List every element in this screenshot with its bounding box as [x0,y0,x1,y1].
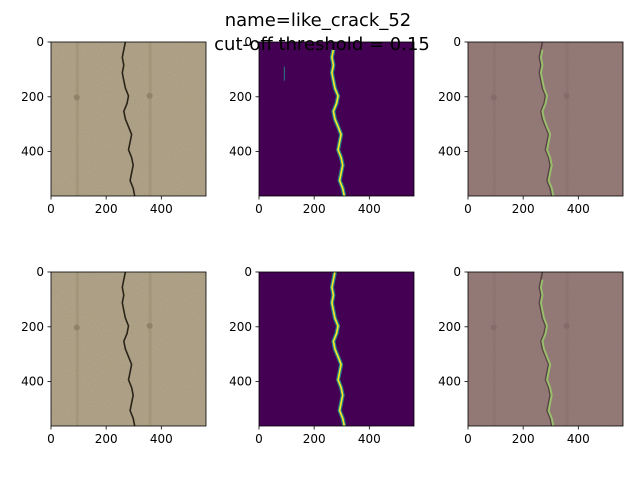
overlay-tint [468,272,623,426]
x-tick-label: 0 [255,202,263,216]
overlay-crack [539,279,555,427]
x-tick-label: 200 [512,432,535,446]
y-tick-label: 200 [229,90,252,104]
y-tick-label: 0 [453,35,461,49]
x-tick-label: 0 [255,432,263,446]
axes-frame [50,271,207,427]
concrete-photo-bg [51,42,206,196]
x-tick-label: 400 [567,432,590,446]
x-tick-label: 400 [358,202,381,216]
heatmap-noise [283,66,285,81]
y-tick-label: 200 [21,320,44,334]
crack-line [121,41,136,197]
seam-bolt [146,322,153,329]
x-tick-label: 0 [47,202,55,216]
concrete-seam [75,42,79,196]
x-tick-label: 0 [464,432,472,446]
seam-bolt [73,324,80,331]
x-tick-label: 400 [358,432,381,446]
y-tick-label: 0 [244,35,252,49]
concrete-seam [148,272,152,426]
y-tick-label: 0 [36,265,44,279]
y-tick-label: 400 [229,375,252,389]
x-tick-label: 400 [567,202,590,216]
x-tick-label: 200 [303,432,326,446]
axes-frame [467,41,624,197]
seam-bolt [73,94,80,101]
y-tick-label: 0 [453,265,461,279]
y-tick-label: 0 [36,35,44,49]
axes-frame [467,271,624,427]
overlay-tint [468,42,623,196]
y-tick-label: 200 [21,90,44,104]
y-tick-label: 200 [438,320,461,334]
y-tick-label: 400 [21,375,44,389]
concrete-photo-bg [51,272,206,426]
x-tick-label: 0 [464,202,472,216]
figure-subtitle: cut-off threshold = 0.15 [214,34,430,55]
x-tick-label: 200 [95,432,118,446]
x-tick-label: 400 [150,432,173,446]
y-tick-label: 200 [229,320,252,334]
y-tick-label: 0 [244,265,252,279]
x-tick-label: 0 [47,432,55,446]
x-tick-label: 200 [303,202,326,216]
y-tick-label: 400 [438,145,461,159]
heatmap-crack-core [331,49,346,197]
overlay-crack [539,49,555,197]
y-tick-label: 400 [21,145,44,159]
x-tick-label: 200 [95,202,118,216]
x-tick-label: 200 [512,202,535,216]
figure-title: name=like_crack_52 [225,10,412,31]
heatmap-crack-core [331,271,346,427]
seam-bolt [146,92,153,99]
crack-line [121,271,136,427]
y-tick-label: 400 [438,375,461,389]
axes-frame [258,41,415,197]
axes-frame [50,41,207,197]
concrete-seam [75,272,79,426]
y-tick-label: 400 [229,145,252,159]
x-tick-label: 400 [150,202,173,216]
y-tick-label: 200 [438,90,461,104]
axes-frame [258,271,415,427]
concrete-seam [148,42,152,196]
